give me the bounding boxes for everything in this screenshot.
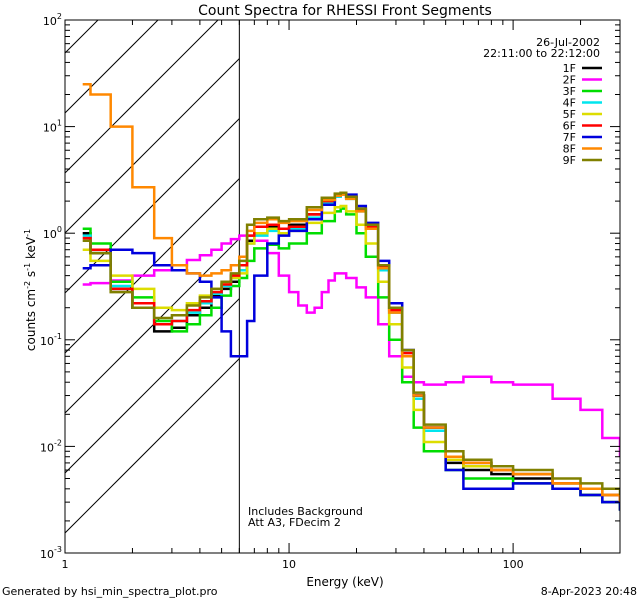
- legend-label-7f: 7F: [563, 131, 576, 144]
- x-tick-label: 10: [282, 558, 296, 571]
- y-tick-label: 10-1: [40, 332, 62, 348]
- hatch-line: [65, 358, 240, 534]
- y-tick-label: 10-2: [40, 438, 62, 454]
- series-9f-line: [82, 191, 620, 495]
- time-range-label: 22:11:00 to 22:12:00: [483, 47, 600, 60]
- y-axis-label: counts cm-2 s-1 keV-1: [23, 229, 38, 351]
- hatch-line: [65, 238, 240, 414]
- date-label: 26-Jul-2002: [536, 36, 600, 49]
- legend-label-4f: 4F: [563, 97, 576, 110]
- y-tick-label: 100: [43, 225, 62, 241]
- series-lines: [82, 82, 620, 511]
- hatch-line: [65, 58, 240, 234]
- axis-ticks: 1 10 100 10-3 10-2 10-1 100 101 102: [40, 12, 621, 571]
- legend-label-9f: 9F: [563, 154, 576, 167]
- y-tick-label: 101: [43, 119, 62, 135]
- legend-label-3f: 3F: [563, 85, 576, 98]
- hatch-line: [65, 178, 240, 354]
- timestamp-label: 8-Apr-2023 20:48: [541, 585, 637, 598]
- legend-label-1f: 1F: [563, 62, 576, 75]
- y-tick-label: 102: [43, 12, 62, 28]
- legend-label-5f: 5F: [563, 108, 576, 121]
- legend-label-6f: 6F: [563, 120, 576, 133]
- hatch-line: [65, 20, 99, 54]
- legend-label-2f: 2F: [563, 74, 576, 87]
- chart-title: Count Spectra for RHESSI Front Segments: [198, 3, 492, 19]
- x-axis-label: Energy (keV): [306, 575, 383, 589]
- x-tick-label: 1: [62, 558, 69, 571]
- hatch-line: [65, 20, 159, 114]
- annotation-background: Includes Background: [248, 505, 363, 518]
- y-tick-label: 10-3: [40, 545, 62, 561]
- hatch-line: [65, 20, 219, 174]
- hatched-region: [65, 20, 240, 553]
- plot-frame: [64, 19, 621, 554]
- x-tick-label: 100: [503, 558, 524, 571]
- series-2f-line: [82, 234, 620, 457]
- annotation-attenuator: Att A3, FDecim 2: [248, 516, 341, 529]
- hatch-line: [65, 118, 240, 294]
- generated-by-label: Generated by hsi_min_spectra_plot.pro: [2, 585, 218, 598]
- legend-label-8f: 8F: [563, 143, 576, 156]
- hatch-line: [65, 298, 240, 474]
